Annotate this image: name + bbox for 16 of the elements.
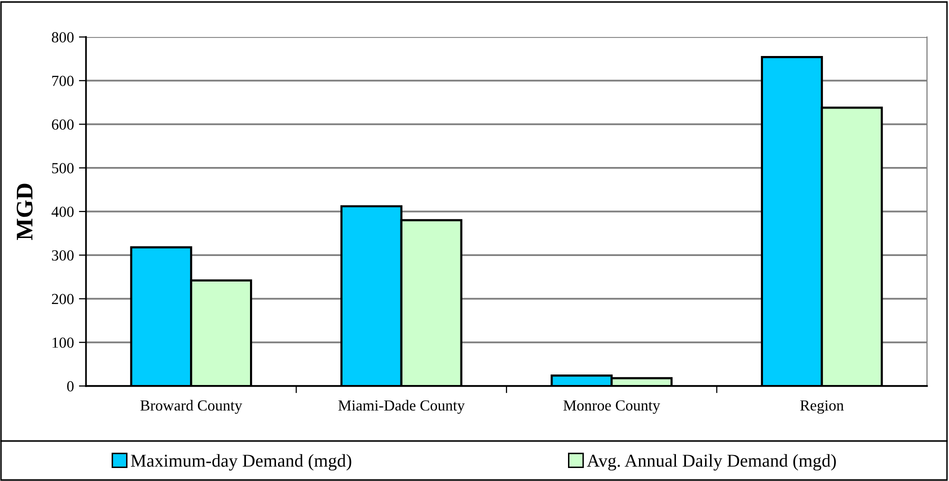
x-tick-label: Region: [800, 400, 844, 414]
y-axis-title: MGD: [16, 184, 33, 240]
y-tick-label: 100: [52, 338, 74, 348]
x-tick-label: Miami-Dade County: [338, 400, 465, 414]
x-tick-label: Broward County: [140, 400, 242, 414]
y-tick-label: 0: [67, 381, 74, 392]
legend-label: Avg. Annual Daily Demand (mgd): [586, 454, 836, 471]
x-tick-label: Monroe County: [563, 400, 660, 414]
y-tick-label: 300: [52, 250, 74, 261]
y-tick-label: 700: [52, 76, 74, 86]
y-tick-label: 500: [52, 163, 74, 174]
legend-label: Maximum-day Demand (mgd): [130, 454, 352, 471]
y-tick-label: 400: [52, 206, 74, 217]
y-tick-label: 200: [52, 294, 74, 304]
y-tick-label: 800: [52, 32, 74, 42]
y-tick-label: 600: [52, 119, 74, 130]
